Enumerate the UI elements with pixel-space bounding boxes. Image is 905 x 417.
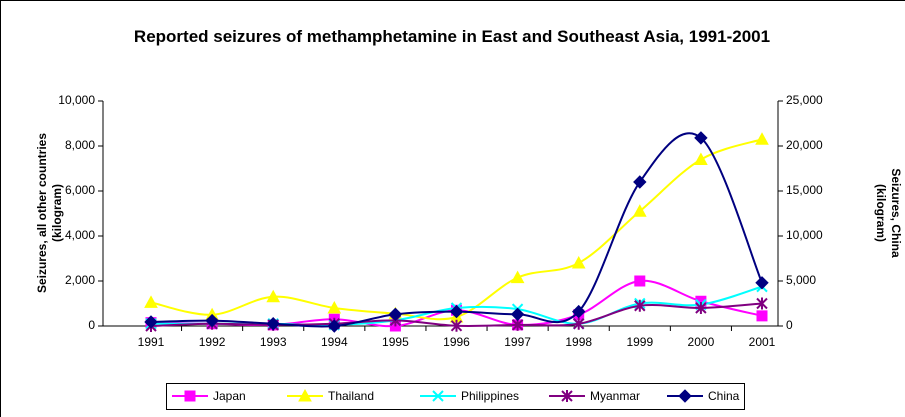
marker	[184, 390, 196, 402]
marker	[571, 304, 586, 319]
marker	[388, 307, 403, 322]
marker	[510, 307, 525, 322]
y-tick-label: 10,000	[58, 93, 95, 107]
x-tick-label: 1998	[565, 335, 592, 349]
x-tick-label: 2000	[688, 335, 715, 349]
legend-label: China	[708, 389, 740, 403]
y-tick-label: 2,000	[65, 273, 95, 287]
marker	[756, 310, 768, 322]
x-tick-label: 1997	[504, 335, 531, 349]
x-tick-label: 2001	[749, 335, 776, 349]
series-line	[150, 138, 763, 321]
y-tick-label: 6,000	[65, 183, 95, 197]
x-tick-label: 1993	[260, 335, 287, 349]
y-axis-label: Seizures, all other countries (kilogram)	[35, 132, 64, 294]
y2-tick-label: 10,000	[786, 228, 823, 242]
marker	[694, 131, 708, 145]
y2-axis-label: Seizures, China (kilogram)	[874, 168, 903, 258]
y-tick-label: 4,000	[65, 228, 95, 242]
y-tick-label: 8,000	[65, 138, 95, 152]
y2-tick-label: 5,000	[786, 273, 816, 287]
x-tick-label: 1999	[626, 335, 653, 349]
y2-tick-label: 0	[786, 318, 793, 332]
marker	[144, 295, 158, 308]
marker	[266, 289, 281, 303]
legend-label: Myanmar	[590, 389, 640, 403]
marker	[561, 390, 573, 402]
marker	[632, 204, 647, 217]
x-tick-label: 1996	[443, 335, 470, 349]
y2-tick-label: 15,000	[786, 183, 823, 197]
legend-label: Thailand	[328, 389, 374, 403]
marker	[678, 389, 692, 403]
marker	[572, 317, 585, 330]
marker	[205, 313, 219, 328]
legend-label: Japan	[213, 389, 246, 403]
marker	[327, 319, 342, 333]
marker	[755, 132, 769, 145]
x-tick-label: 1991	[138, 335, 165, 349]
y2-tick-label: 25,000	[786, 93, 823, 107]
marker	[266, 317, 280, 331]
marker	[756, 297, 768, 310]
marker	[298, 388, 312, 402]
marker	[327, 300, 342, 314]
x-tick-label: 1992	[199, 335, 226, 349]
marker	[450, 319, 463, 332]
marker	[755, 276, 769, 290]
chart-title: Reported seizures of methamphetamine in …	[133, 27, 771, 46]
marker	[634, 299, 646, 312]
marker	[571, 255, 586, 269]
legend-label: Philippines	[461, 389, 519, 403]
x-tick-label: 1994	[321, 335, 348, 349]
marker	[144, 315, 158, 329]
marker	[510, 270, 525, 284]
y-tick-label: 0	[88, 318, 95, 332]
marker	[633, 175, 647, 189]
marker	[695, 302, 707, 314]
marker	[634, 275, 646, 287]
x-tick-label: 1995	[382, 335, 409, 349]
marker	[449, 304, 464, 319]
y2-tick-label: 20,000	[786, 138, 823, 152]
marker	[694, 152, 708, 165]
marker	[432, 390, 444, 402]
